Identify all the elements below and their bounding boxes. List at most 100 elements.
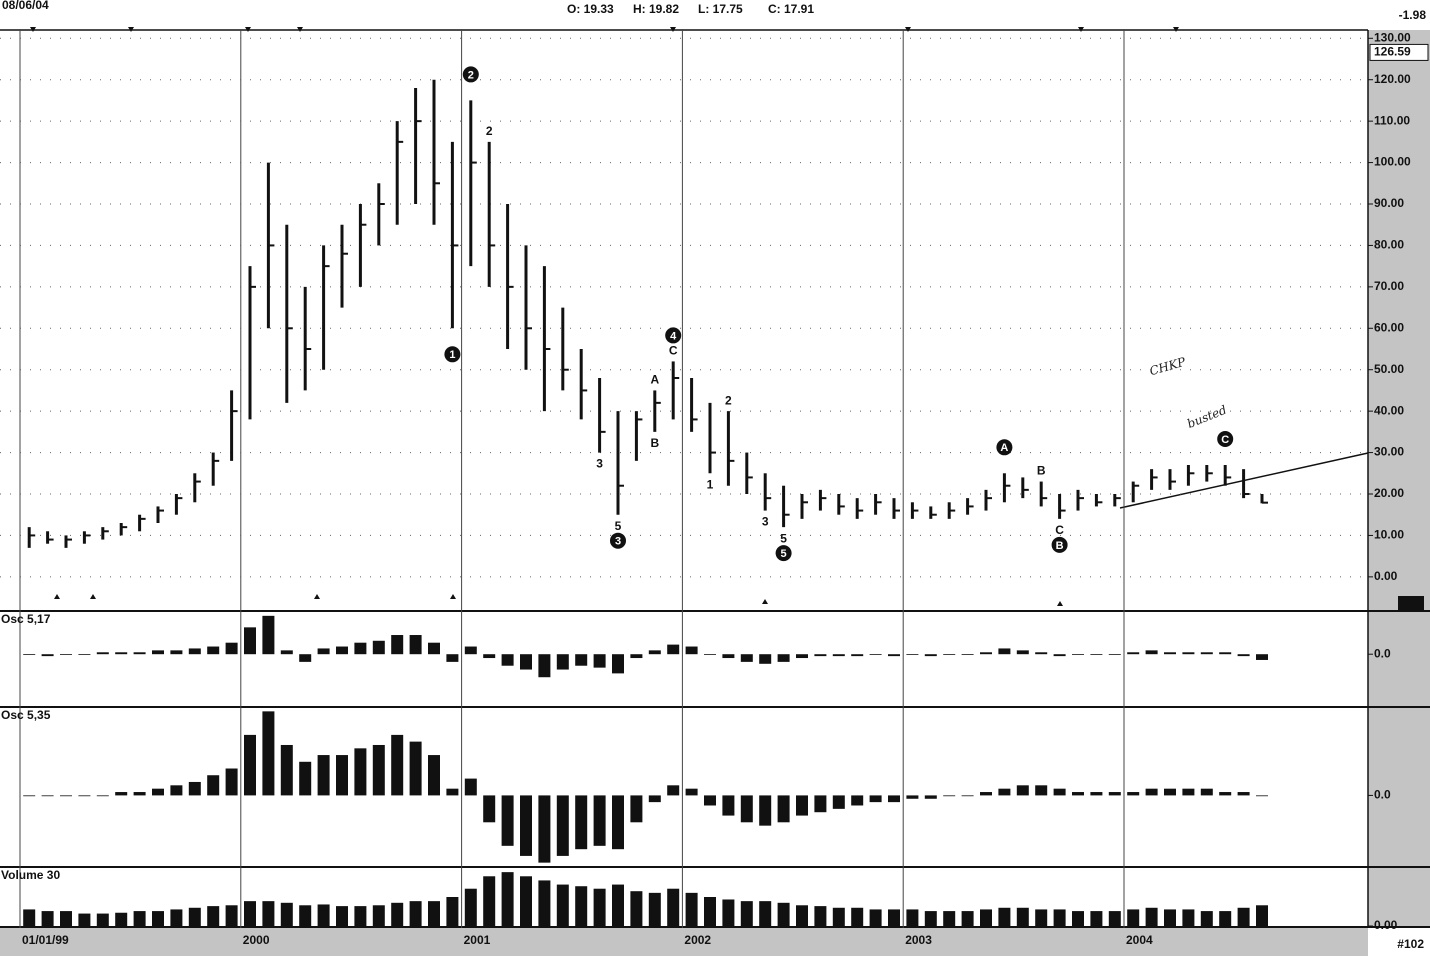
bar	[133, 652, 146, 655]
header-high: H: 19.82	[633, 2, 679, 16]
bar	[704, 897, 716, 926]
bar	[170, 785, 183, 796]
panel: 0.00 Volume 30	[1, 868, 1398, 932]
bar	[906, 795, 919, 799]
wave-label-circle	[462, 66, 479, 83]
bar	[372, 640, 385, 655]
x-tick-label: 2002	[684, 933, 711, 947]
y-tick-label: 100.00	[1374, 155, 1411, 169]
bar	[1256, 905, 1268, 926]
bar	[96, 652, 109, 655]
bar	[906, 909, 919, 926]
bar	[299, 905, 312, 926]
y-tick-label: 0.0	[1374, 788, 1391, 802]
bar	[483, 795, 496, 823]
bar	[1182, 909, 1195, 926]
header-open: O: 19.33	[567, 2, 614, 16]
bar	[943, 654, 956, 656]
bar	[759, 795, 772, 826]
bar	[409, 635, 422, 655]
last-price-label: 126.59	[1374, 45, 1411, 59]
bar	[685, 788, 698, 796]
panel: 130.00120.00110.00100.0090.0080.0070.006…	[0, 30, 1429, 583]
bar	[1035, 652, 1048, 655]
wave-label: 2	[468, 69, 474, 81]
bar	[851, 907, 864, 926]
bar	[777, 654, 790, 662]
bar	[869, 909, 882, 926]
bar	[851, 654, 864, 657]
bar	[152, 788, 164, 796]
bar	[483, 876, 496, 926]
wave-label-circle	[775, 545, 792, 562]
bar	[722, 795, 735, 816]
bar	[796, 905, 808, 926]
bar	[1053, 654, 1066, 657]
last-price-box	[1369, 43, 1429, 61]
bar	[23, 654, 36, 656]
bar	[41, 654, 54, 657]
header-date: 08/06/04	[2, 0, 49, 12]
bar	[317, 755, 330, 796]
bar	[814, 906, 827, 926]
y-tick-label: 0.0	[1374, 646, 1391, 660]
bar	[1237, 792, 1250, 796]
bar	[796, 654, 808, 659]
bar	[409, 901, 422, 926]
bar	[998, 788, 1011, 796]
bar	[648, 795, 661, 803]
bar	[23, 909, 36, 926]
y-tick-label: 40.00	[1374, 403, 1404, 417]
bar	[612, 654, 624, 674]
bar	[1108, 792, 1121, 796]
wave-label: A	[650, 373, 659, 387]
panel-title: Volume 30	[1, 868, 60, 882]
bar	[391, 902, 404, 926]
wave-label-circle	[1051, 536, 1068, 553]
bar	[188, 781, 201, 796]
bar	[1035, 785, 1048, 796]
bar	[740, 654, 753, 662]
bar	[446, 654, 459, 662]
bar	[906, 654, 919, 656]
bar	[740, 901, 753, 926]
page-number: #102	[1397, 937, 1424, 951]
bar	[630, 795, 643, 823]
bar	[961, 911, 974, 926]
bar	[980, 652, 992, 655]
bar	[41, 795, 54, 797]
bar	[998, 907, 1011, 926]
bar	[1219, 911, 1232, 926]
wave-label: 3	[596, 457, 603, 471]
wave-label: B	[1056, 540, 1064, 552]
bar	[225, 768, 238, 796]
wave-label: 5	[615, 519, 622, 533]
bar	[207, 646, 220, 655]
axis-marker	[1398, 596, 1424, 610]
y-tick-label: 10.00	[1374, 528, 1404, 542]
bar	[262, 615, 275, 655]
bar	[796, 795, 808, 816]
bar	[244, 627, 256, 655]
bar	[188, 907, 201, 926]
bar	[501, 654, 514, 666]
bar	[133, 792, 146, 796]
bar	[1219, 792, 1232, 796]
bar	[961, 654, 974, 656]
bar	[1090, 911, 1103, 926]
wave-label-circle	[996, 439, 1013, 456]
y-tick-label: 0.00	[1374, 918, 1398, 932]
bar	[1145, 788, 1158, 796]
bar	[464, 888, 477, 926]
bar	[152, 650, 164, 655]
bar	[446, 897, 459, 926]
bar	[280, 902, 293, 926]
y-tick-label: 120.00	[1374, 72, 1411, 86]
bar	[556, 795, 569, 856]
bar	[428, 901, 440, 926]
bar	[78, 654, 91, 656]
wave-label: B	[1037, 464, 1046, 478]
bar	[520, 876, 532, 926]
bar	[685, 892, 698, 926]
